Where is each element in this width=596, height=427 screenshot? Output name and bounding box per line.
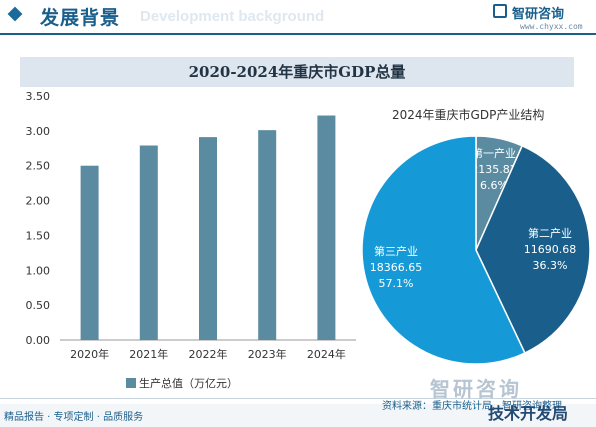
pie-label: 第二产业 <box>528 226 572 240</box>
pie-label: 11690.68 <box>524 243 577 256</box>
pie-label: 第一产业 <box>472 146 516 160</box>
y-tick-label: 0.50 <box>26 299 51 312</box>
y-tick-label: 0.00 <box>26 334 51 347</box>
x-tick-label: 2022年 <box>189 347 228 361</box>
pie-slice <box>361 135 526 365</box>
legend-swatch <box>126 378 136 388</box>
chart-title: 2020-2024年重庆市GDP总量 <box>188 63 406 81</box>
x-tick-label: 2020年 <box>70 347 109 361</box>
bar <box>258 130 277 340</box>
footer-divider <box>0 398 596 399</box>
x-tick-label: 2024年 <box>307 347 346 361</box>
source-note: 资料来源：重庆市统计局、智研咨询整理 <box>382 401 562 412</box>
title-band <box>20 57 574 87</box>
footer-tagline: 精品报告 · 专项定制 · 品质服务 <box>4 412 144 423</box>
y-tick-label: 2.00 <box>26 195 51 208</box>
x-tick-label: 2023年 <box>248 347 287 361</box>
brand-url: www.chyxx.com <box>520 22 583 31</box>
y-tick-label: 1.50 <box>26 229 51 242</box>
footer-logo: 智研咨询 <box>430 377 522 401</box>
bar <box>80 165 99 340</box>
y-tick-label: 2.50 <box>26 160 51 173</box>
pie-label: 36.3% <box>533 259 568 272</box>
pie-label: 6.6% <box>480 179 508 192</box>
footer-band <box>0 404 596 427</box>
bar <box>139 145 158 340</box>
header-ghost-text: Development background <box>140 8 325 25</box>
pie-label: 57.1% <box>379 277 414 290</box>
brand-logo-icon <box>493 4 507 18</box>
section-title: 发展背景 <box>40 7 121 29</box>
y-tick-label: 1.00 <box>26 264 51 277</box>
bar <box>199 137 217 340</box>
brand-name: 智研咨询 <box>512 7 565 22</box>
pie-label: 2135.82 <box>471 163 517 176</box>
bar <box>317 115 336 341</box>
pie-title: 2024年重庆市GDP产业结构 <box>392 108 545 122</box>
watermark-text: 技术开发局 <box>488 404 569 423</box>
y-tick-label: 3.00 <box>26 125 51 138</box>
legend-label: 生产总值（万亿元） <box>139 377 238 390</box>
pie-label: 第三产业 <box>374 244 418 258</box>
pie-slice <box>475 144 591 354</box>
pie-label: 18366.65 <box>370 261 423 274</box>
header-divider <box>0 33 596 35</box>
y-tick-label: 3.50 <box>26 90 51 103</box>
x-tick-label: 2021年 <box>129 347 168 361</box>
